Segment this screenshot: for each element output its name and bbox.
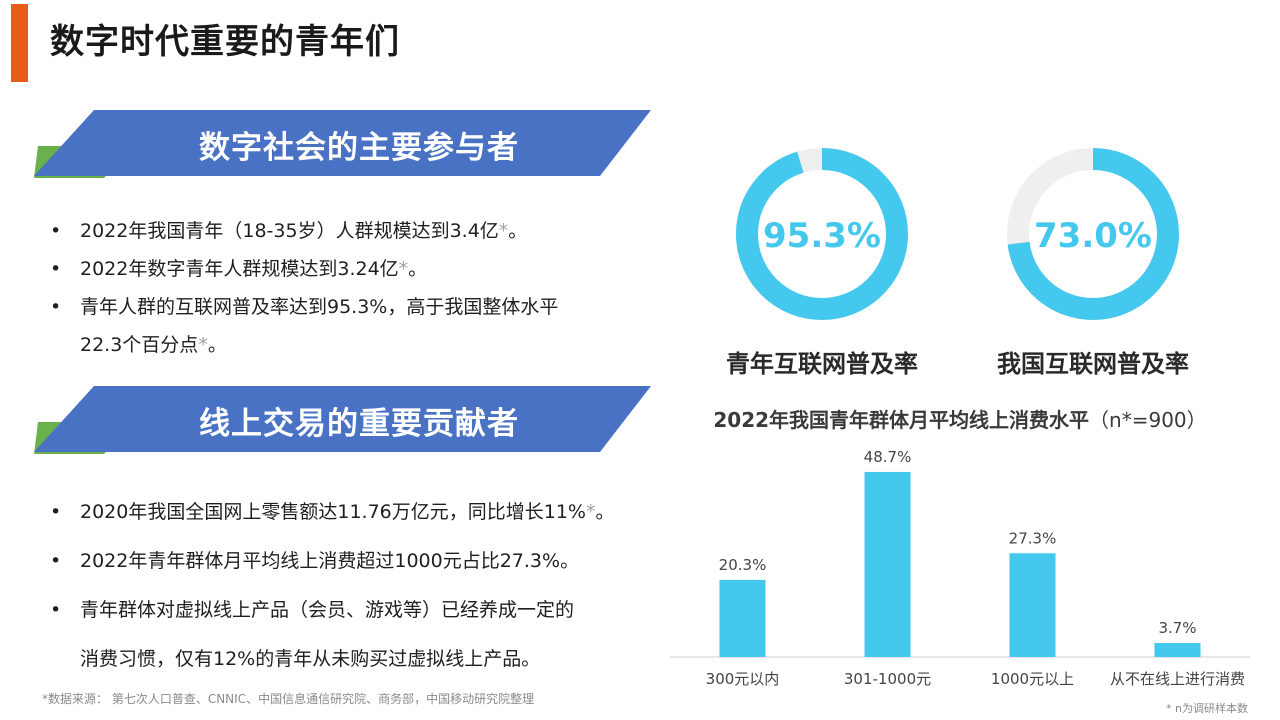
footnote-mark: * (585, 501, 596, 523)
list-item: • 2022年青年群体月平均线上消费超过1000元占比27.3%。 (50, 537, 670, 586)
category-tick-label: 300元以内 (706, 670, 780, 688)
bar-value-label: 20.3% (719, 556, 767, 574)
list-item: • 2022年数字青年人群规模达到3.24亿*。 (50, 250, 670, 288)
footnote-mark: * (198, 334, 208, 356)
donut-graphic (1007, 148, 1179, 320)
donut-arc (1007, 148, 1179, 320)
bullet-text-line2: 消费习惯，仅有12%的青年从未购买过虚拟线上产品。 (80, 648, 541, 670)
source-note: *数据来源： 第七次人口普查、CNNIC、中国信息通信研究院、商务部，中国移动研… (42, 692, 535, 706)
bullet-text: 2022年青年群体月平均线上消费超过1000元占比27.3%。 (80, 550, 580, 572)
bullet-text: 青年人群的互联网普及率达到95.3%，高于我国整体水平 (80, 296, 559, 318)
footnote-mark: * (398, 258, 409, 280)
donut-youth-internet-rate: 95.3% (734, 146, 910, 322)
bullet-end: 。 (207, 334, 227, 356)
chart-title: 2022年我国青年群体月平均线上消费水平（n*=900） (680, 404, 1240, 433)
bullet-end: 。 (508, 220, 528, 242)
bar-value-label: 3.7% (1158, 619, 1196, 637)
section-banner-contributors: 线上交易的重要贡献者 (34, 386, 654, 468)
banner-title: 数字社会的主要参与者 (199, 130, 519, 166)
bar (1009, 553, 1056, 657)
sample-size-note: * n为调研样本数 (1166, 702, 1248, 715)
donut-national-internet-rate: 73.0% (1005, 146, 1181, 322)
bar (719, 579, 766, 657)
banner-shape (34, 386, 651, 454)
chart-title-main: 2022年我国青年群体月平均线上消费水平 (713, 408, 1090, 432)
bullet-end: 。 (408, 258, 428, 280)
bullet-end: 。 (595, 501, 615, 523)
spending-bar-chart: 20.3% 300元以内 48.7% 301-1000元 27.3% 1000元以上 3.7… (670, 448, 1250, 688)
bullet-dot-icon: • (50, 550, 62, 572)
bar (1154, 642, 1201, 657)
list-item: • 青年群体对虚拟线上产品（会员、游戏等）已经养成一定的 消费习惯，仅有12%的青年… (50, 586, 670, 684)
list-item: • 2020年我国全国网上零售额达11.76万亿元，同比增长11%*。 (50, 488, 670, 537)
page-title: 数字时代重要的青年们 (50, 22, 400, 62)
category-tick-label: 301-1000元 (844, 670, 931, 688)
bullet-dot-icon: • (50, 258, 62, 280)
donut-arc (736, 148, 908, 320)
bullet-text-line2: 22.3个百分点 (80, 334, 199, 356)
footnote-mark: * (498, 220, 509, 242)
donut-label-youth: 青年互联网普及率 (726, 350, 918, 378)
bullet-text: 2020年我国全国网上零售额达11.76万亿元，同比增长11% (80, 501, 586, 523)
list-item: • 青年人群的互联网普及率达到95.3%，高于我国整体水平 22.3个百分点*。 (50, 288, 670, 364)
chart-title-sample: （n*=900） (1089, 408, 1207, 432)
bar-value-label: 48.7% (864, 448, 912, 466)
banner-shape (34, 110, 651, 178)
bullet-text: 2022年我国青年（18-35岁）人群规模达到3.4亿 (80, 220, 499, 242)
section-banner-participants: 数字社会的主要参与者 (34, 110, 654, 192)
participants-bullet-list: • 2022年我国青年（18-35岁）人群规模达到3.4亿*。 • 2022年数字青… (50, 212, 670, 364)
bar-value-label: 27.3% (1009, 529, 1057, 547)
bar (864, 471, 911, 657)
list-item: • 2022年我国青年（18-35岁）人群规模达到3.4亿*。 (50, 212, 670, 250)
donut-value: 95.3% (763, 216, 881, 256)
category-tick-label: 1000元以上 (991, 670, 1074, 688)
bullet-dot-icon: • (50, 296, 62, 318)
banner-title: 线上交易的重要贡献者 (199, 406, 519, 442)
donut-label-national: 我国互联网普及率 (997, 350, 1189, 378)
donut-value: 73.0% (1034, 216, 1152, 256)
donut-graphic (736, 148, 908, 320)
bullet-dot-icon: • (50, 501, 62, 523)
bullet-text: 2022年数字青年人群规模达到3.24亿 (80, 258, 399, 280)
bullet-dot-icon: • (50, 599, 62, 621)
category-tick-label: 从不在线上进行消费 (1110, 670, 1245, 688)
bullet-dot-icon: • (50, 220, 62, 242)
contributors-bullet-list: • 2020年我国全国网上零售额达11.76万亿元，同比增长11%*。 • 2022… (50, 488, 670, 684)
bullet-text: 青年群体对虚拟线上产品（会员、游戏等）已经养成一定的 (80, 599, 575, 621)
title-accent-bar (11, 4, 28, 82)
